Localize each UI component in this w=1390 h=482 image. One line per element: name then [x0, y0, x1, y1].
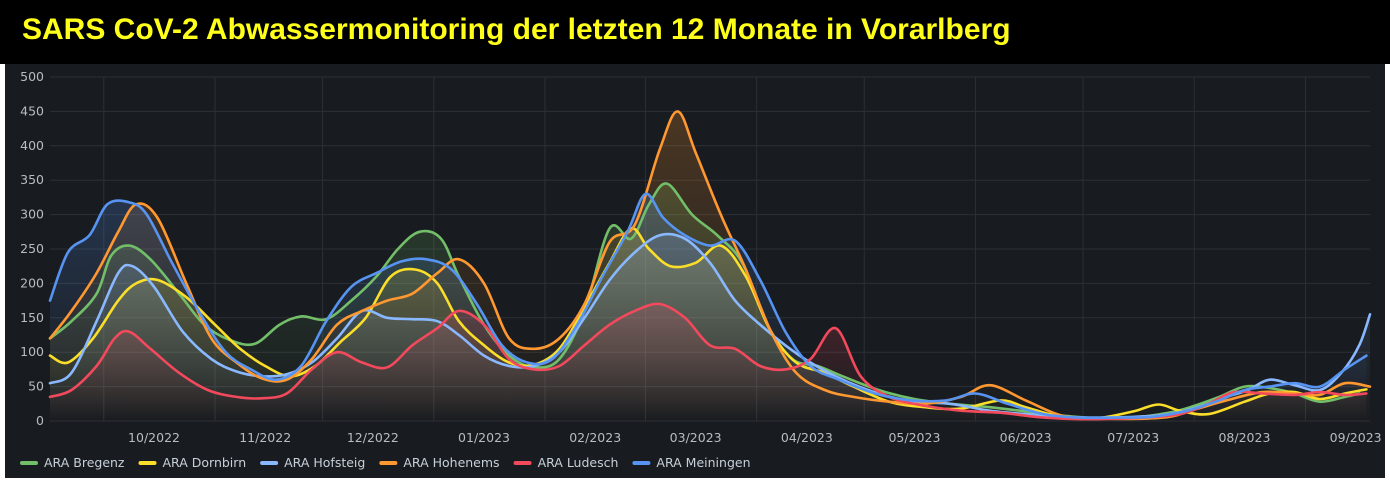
x-tick-label: 03/2023 [670, 430, 722, 445]
x-tick-label: 01/2023 [458, 430, 510, 445]
legend-label: ARA Meiningen [656, 455, 750, 470]
header-bar [0, 0, 1390, 64]
y-tick-label: 150 [20, 310, 44, 325]
y-tick-label: 350 [20, 172, 44, 187]
legend-label: ARA Hohenems [403, 455, 499, 470]
x-tick-label: 05/2023 [888, 430, 940, 445]
x-tick-label: 04/2023 [781, 430, 833, 445]
series-line-ara-meiningen[interactable] [48, 192, 1368, 420]
legend-label: ARA Hofsteig [284, 455, 365, 470]
page-title: SARS CoV-2 Abwassermonitoring der letzte… [22, 13, 1011, 46]
y-tick-label: 250 [20, 241, 44, 256]
x-tick-label: 09/2023 [1330, 430, 1382, 445]
legend-label: ARA Dornbirn [163, 455, 247, 470]
legend-item-ara-ludesch[interactable]: ARA Ludesch [513, 455, 619, 470]
legend-item-ara-meiningen[interactable]: ARA Meiningen [632, 455, 751, 470]
x-tick-label: 07/2023 [1107, 430, 1159, 445]
y-tick-label: 300 [20, 207, 44, 222]
x-tick-label: 02/2023 [569, 430, 621, 445]
y-tick-label: 200 [20, 275, 44, 290]
x-tick-label: 10/2022 [128, 430, 180, 445]
y-tick-label: 450 [20, 103, 44, 118]
x-tick-label: 06/2023 [1000, 430, 1052, 445]
legend-item-ara-dornbirn[interactable]: ARA Dornbirn [138, 455, 247, 470]
x-tick-label: 11/2022 [239, 430, 291, 445]
legend-label: ARA Bregenz [44, 455, 125, 470]
legend-item-ara-hofsteig[interactable]: ARA Hofsteig [260, 455, 365, 470]
x-tick-label: 12/2022 [347, 430, 399, 445]
legend-item-ara-hohenems[interactable]: ARA Hohenems [379, 455, 500, 470]
legend-label: ARA Ludesch [538, 455, 619, 470]
y-tick-label: 400 [20, 138, 44, 153]
legend-item-ara-bregenz[interactable]: ARA Bregenz [20, 455, 125, 470]
y-tick-label: 500 [20, 69, 44, 84]
series-area-ara-meiningen [50, 193, 1367, 421]
series-line-ara-dornbirn[interactable] [48, 227, 1368, 421]
y-tick-label: 0 [36, 413, 44, 428]
y-tick-label: 100 [20, 344, 44, 359]
y-tick-label: 50 [28, 379, 44, 394]
x-tick-label: 08/2023 [1218, 430, 1270, 445]
